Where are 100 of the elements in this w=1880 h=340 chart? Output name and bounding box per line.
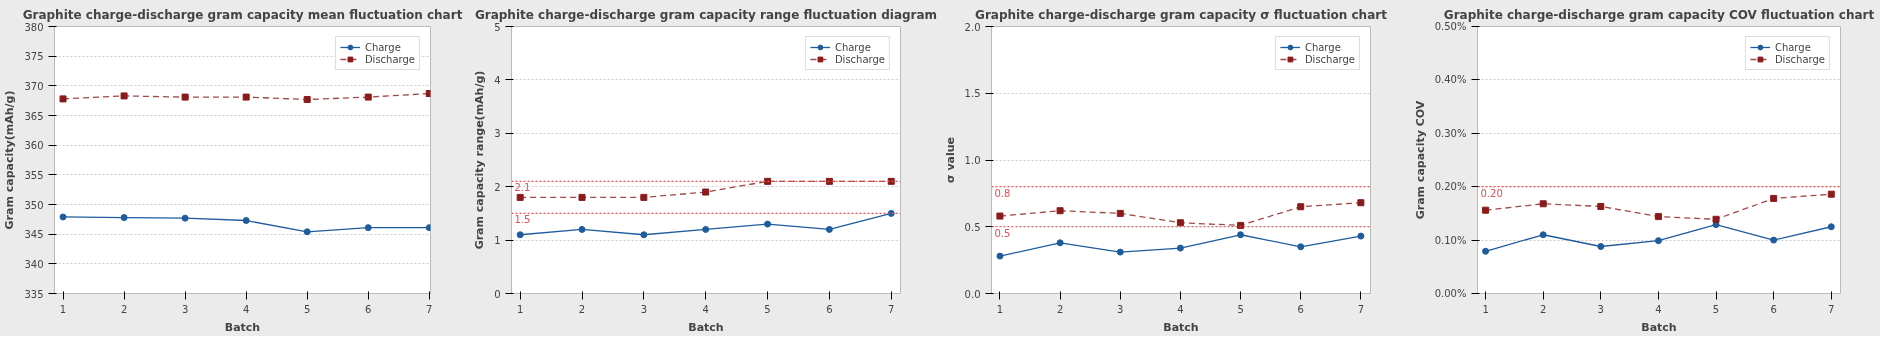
x-tick-label: 2 bbox=[1540, 303, 1547, 315]
point bbox=[1357, 232, 1365, 240]
x-tick-label: 3 bbox=[1597, 303, 1604, 315]
point bbox=[181, 214, 189, 222]
x-tick-label: 1 bbox=[59, 303, 67, 315]
y-tick-label: 345 bbox=[24, 229, 44, 241]
ref-line-label: 0.8 bbox=[994, 187, 1011, 199]
point bbox=[825, 225, 833, 233]
point bbox=[1116, 209, 1124, 217]
point bbox=[702, 188, 710, 196]
x-tick-label: 7 bbox=[1357, 303, 1365, 315]
x-tick-label: 5 bbox=[304, 303, 311, 315]
point bbox=[996, 252, 1004, 260]
y-tick-label: 3 bbox=[494, 128, 501, 140]
y-axis-title: Gram capacity COV bbox=[1413, 100, 1427, 220]
legend-label: Charge bbox=[1304, 41, 1341, 53]
y-axis-title: Gram capacity range(mAh/g) bbox=[473, 70, 487, 250]
y-tick-label: 360 bbox=[24, 140, 44, 152]
x-tick-label: 4 bbox=[242, 303, 250, 315]
chart-title: Graphite charge-discharge gram capacity range fluctuation diagram bbox=[474, 7, 938, 22]
point bbox=[996, 212, 1004, 220]
point bbox=[242, 217, 250, 225]
point bbox=[1827, 190, 1835, 198]
point bbox=[578, 193, 586, 201]
legend-label: Discharge bbox=[1304, 53, 1355, 65]
x-tick-label: 6 bbox=[1770, 303, 1777, 315]
x-tick-label: 3 bbox=[1117, 303, 1124, 315]
chart-title: Graphite charge-discharge gram capacity σ fluctuation chart bbox=[975, 7, 1388, 22]
x-tick-label: 4 bbox=[1655, 303, 1662, 315]
point bbox=[59, 95, 67, 103]
y-tick-label: 2.0 bbox=[964, 21, 981, 33]
point bbox=[1056, 239, 1064, 247]
point bbox=[1654, 213, 1662, 221]
point bbox=[1597, 202, 1605, 210]
x-tick-label: 6 bbox=[365, 303, 372, 315]
y-axis-title: σ value bbox=[943, 136, 957, 184]
y-tick-label: 0.10% bbox=[1434, 234, 1467, 246]
point bbox=[303, 228, 311, 236]
point bbox=[364, 93, 372, 101]
x-tick-label: 5 bbox=[1237, 303, 1244, 315]
y-tick-label: 375 bbox=[24, 51, 44, 63]
legend-label: Discharge bbox=[364, 53, 415, 65]
x-tick-label: 2 bbox=[120, 303, 128, 315]
y-tick-label: 4 bbox=[494, 74, 501, 86]
ref-line-label: 2.1 bbox=[514, 182, 531, 194]
y-tick-label: 0.50% bbox=[1434, 21, 1467, 32]
y-tick-label: 0.00% bbox=[1434, 288, 1467, 299]
point bbox=[1237, 231, 1245, 239]
point bbox=[1770, 236, 1778, 244]
x-axis-title: Batch bbox=[688, 320, 724, 334]
y-tick-label: 340 bbox=[24, 258, 44, 270]
point bbox=[516, 193, 524, 201]
x-tick-label: 7 bbox=[426, 303, 433, 315]
y-tick-label: 0 bbox=[494, 288, 501, 300]
y-tick-label: 380 bbox=[24, 21, 44, 33]
x-axis-title: Batch bbox=[224, 320, 261, 334]
x-tick-label: 5 bbox=[764, 303, 771, 315]
point bbox=[578, 225, 586, 233]
point bbox=[825, 177, 833, 185]
y-tick-label: 1.0 bbox=[964, 155, 981, 166]
point bbox=[764, 177, 772, 185]
x-tick-label: 5 bbox=[1712, 303, 1720, 315]
point bbox=[1116, 248, 1124, 256]
y-tick-label: 1 bbox=[494, 235, 501, 247]
y-tick-label: 370 bbox=[24, 80, 44, 92]
point bbox=[1176, 219, 1184, 227]
x-tick-label: 1 bbox=[996, 303, 1004, 315]
y-tick-label: 0.30% bbox=[1434, 127, 1467, 139]
x-axis-title: Batch bbox=[1641, 320, 1677, 334]
point bbox=[640, 193, 648, 201]
x-tick-label: 1 bbox=[516, 303, 524, 315]
point bbox=[1297, 203, 1305, 211]
point bbox=[516, 231, 524, 239]
x-tick-label: 3 bbox=[640, 303, 648, 315]
point bbox=[1237, 221, 1245, 229]
x-tick-label: 1 bbox=[1482, 303, 1489, 315]
point bbox=[764, 220, 772, 228]
y-tick-label: 335 bbox=[24, 288, 44, 300]
point bbox=[1597, 243, 1605, 250]
point bbox=[425, 224, 431, 232]
y-axis-title: Gram capacity(mAh/g) bbox=[3, 90, 17, 230]
x-tick-label: 4 bbox=[1177, 303, 1184, 315]
point bbox=[1482, 206, 1490, 214]
point bbox=[181, 93, 189, 101]
point bbox=[1176, 244, 1184, 252]
point bbox=[242, 93, 250, 101]
point bbox=[1539, 231, 1547, 239]
ref-line-label: 0.5 bbox=[994, 227, 1011, 239]
point bbox=[702, 225, 710, 233]
point bbox=[1827, 223, 1835, 231]
ref-line-label: 0.20 bbox=[1480, 187, 1503, 199]
y-tick-label: 355 bbox=[24, 169, 44, 181]
x-tick-label: 4 bbox=[702, 303, 709, 315]
x-tick-label: 7 bbox=[888, 303, 895, 315]
point bbox=[59, 213, 67, 221]
chart-title: Graphite charge-discharge gram capacity mean fluctuation chart bbox=[22, 7, 463, 22]
y-tick-label: 0.5 bbox=[964, 221, 981, 233]
point bbox=[1654, 237, 1662, 245]
legend-label: Discharge bbox=[834, 53, 885, 65]
y-tick-label: 2 bbox=[494, 181, 501, 193]
